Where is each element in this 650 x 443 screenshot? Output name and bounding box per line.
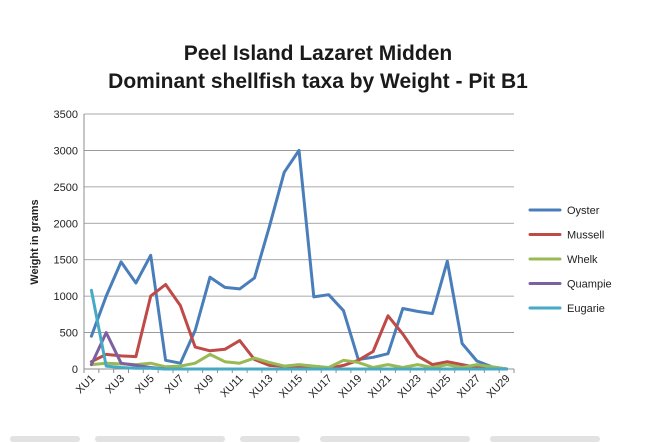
y-tick-label: 2500 <box>54 182 78 194</box>
y-tick-label: 3000 <box>54 145 78 157</box>
legend-label-mussell: Mussell <box>567 230 604 242</box>
y-axis-title: Weight in grams <box>29 199 41 284</box>
series-lines <box>89 148 509 371</box>
cropped-caption-strip <box>0 428 650 443</box>
y-tick-label: 1500 <box>54 255 78 267</box>
legend-label-eugarie: Eugarie <box>567 303 605 315</box>
legend: Oyster Mussell Whelk Quampie Eugarie <box>528 205 612 315</box>
series-line-oyster <box>89 148 509 371</box>
y-tick-label: 3500 <box>54 109 78 121</box>
series-line-whelk <box>89 352 509 371</box>
y-tick-label: 0 <box>72 364 78 376</box>
y-tick-labels: 0 500 1000 1500 2000 2500 3000 3500 <box>54 109 78 376</box>
chart-title-line-1: Peel Island Lazaret Midden <box>184 42 452 65</box>
y-tick-label: 1000 <box>54 291 78 303</box>
y-tick-label: 2000 <box>54 218 78 230</box>
y-tick-label: 500 <box>60 328 78 340</box>
legend-label-quampie: Quampie <box>567 279 612 291</box>
series-line-eugarie <box>89 288 509 371</box>
chart-title-line-2: Dominant shellfish taxa by Weight - Pit … <box>108 70 528 93</box>
legend-label-oyster: Oyster <box>567 205 600 217</box>
series-line-mussell <box>89 283 509 371</box>
legend-label-whelk: Whelk <box>567 254 598 266</box>
